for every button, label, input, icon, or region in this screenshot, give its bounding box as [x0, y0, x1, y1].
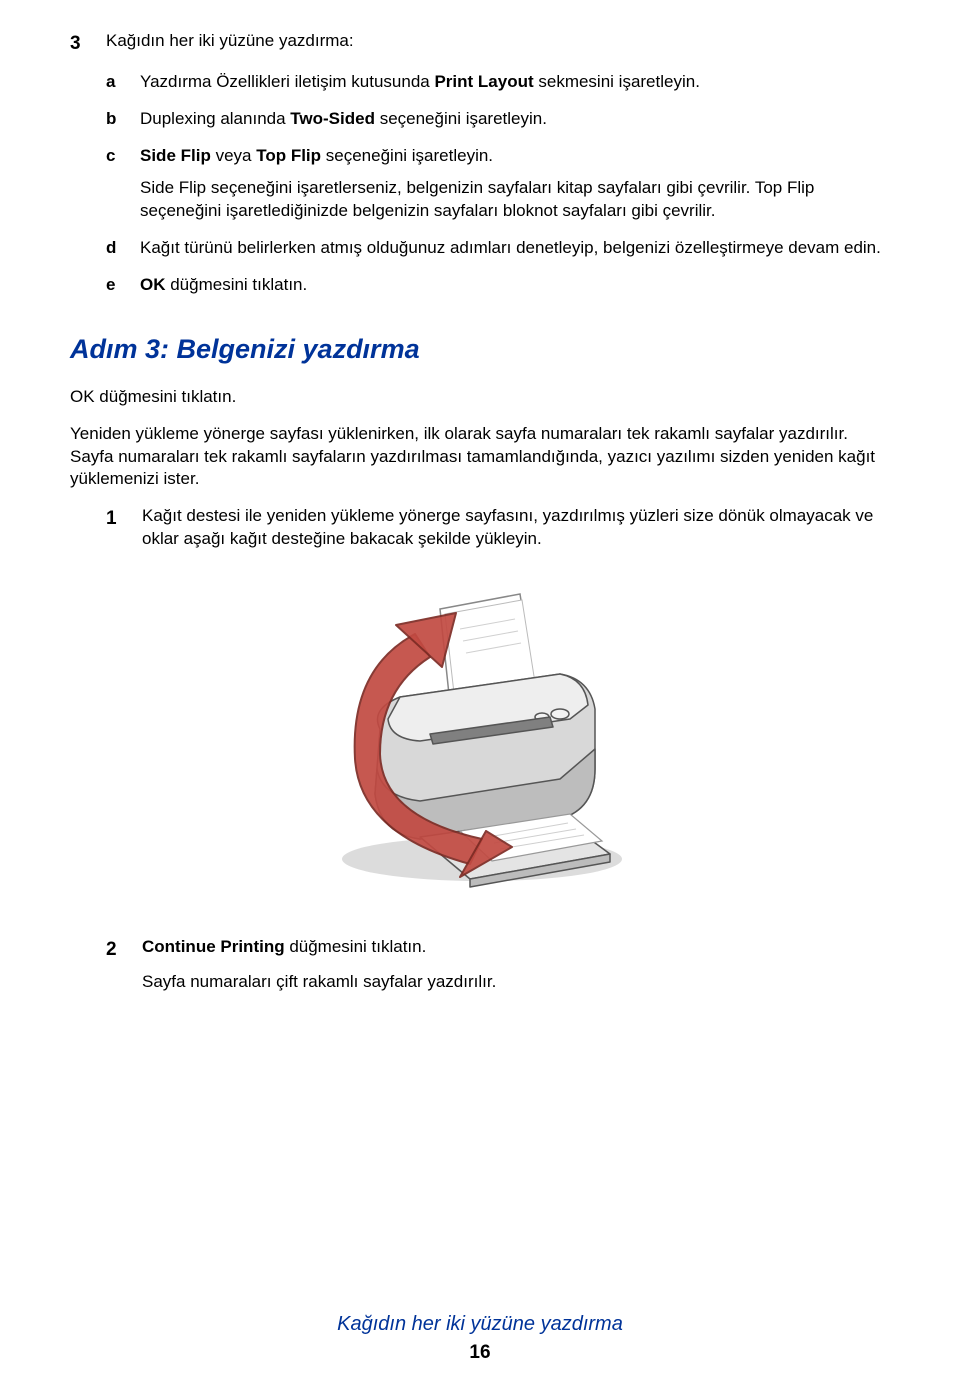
numbered-1-text: Kağıt destesi ile yeniden yükleme yönerg…: [142, 505, 890, 551]
sub-c-text: Side Flip veya Top Flip seçeneğini işare…: [140, 145, 890, 168]
numbered-list-2: 2 Continue Printing düğmesini tıklatın. …: [70, 936, 890, 994]
page-footer: Kağıdın her iki yüzüne yazdırma 16: [0, 1311, 960, 1366]
footer-page-number: 16: [0, 1340, 960, 1366]
sub-b-text: Duplexing alanında Two-Sided seçeneğini …: [140, 108, 547, 131]
heading-step-3: Adım 3: Belgenizi yazdırma: [70, 331, 890, 367]
numbered-2: 2 Continue Printing düğmesini tıklatın. …: [106, 936, 496, 994]
sub-e: e OK düğmesini tıklatın.: [106, 274, 307, 297]
sub-d: d Kağıt türünü belirlerken atmış olduğun…: [106, 237, 881, 260]
numbered-list: 1 Kağıt destesi ile yeniden yükleme yöne…: [70, 505, 890, 551]
printer-illustration: [70, 579, 890, 906]
numbered-2-extra: Sayfa numaraları çift rakamlı sayfalar y…: [142, 971, 496, 994]
sub-d-text: Kağıt türünü belirlerken atmış olduğunuz…: [140, 237, 881, 260]
step-3-text: Kağıdın her iki yüzüne yazdırma:: [106, 30, 354, 57]
sub-c-extra: Side Flip seçeneğini işaretlerseniz, bel…: [140, 177, 890, 223]
step-3-subitems: a Yazdırma Özellikleri iletişim kutusund…: [70, 71, 890, 298]
footer-title: Kağıdın her iki yüzüne yazdırma: [0, 1311, 960, 1338]
sub-a: a Yazdırma Özellikleri iletişim kutusund…: [106, 71, 700, 94]
para-ok: OK düğmesini tıklatın.: [70, 386, 890, 409]
printer-svg: [310, 579, 650, 899]
numbered-2-text: Continue Printing düğmesini tıklatın.: [142, 936, 496, 959]
sub-a-text: Yazdırma Özellikleri iletişim kutusunda …: [140, 71, 700, 94]
numbered-1: 1 Kağıt destesi ile yeniden yükleme yöne…: [106, 505, 890, 551]
step-3-marker: 3: [70, 30, 106, 57]
sub-c: c Side Flip veya Top Flip seçeneğini işa…: [106, 145, 890, 224]
sub-e-text: OK düğmesini tıklatın.: [140, 274, 307, 297]
sub-b: b Duplexing alanında Two-Sided seçeneğin…: [106, 108, 547, 131]
step-3: 3 Kağıdın her iki yüzüne yazdırma:: [70, 30, 354, 57]
para-reload: Yeniden yükleme yönerge sayfası yüklenir…: [70, 423, 890, 492]
